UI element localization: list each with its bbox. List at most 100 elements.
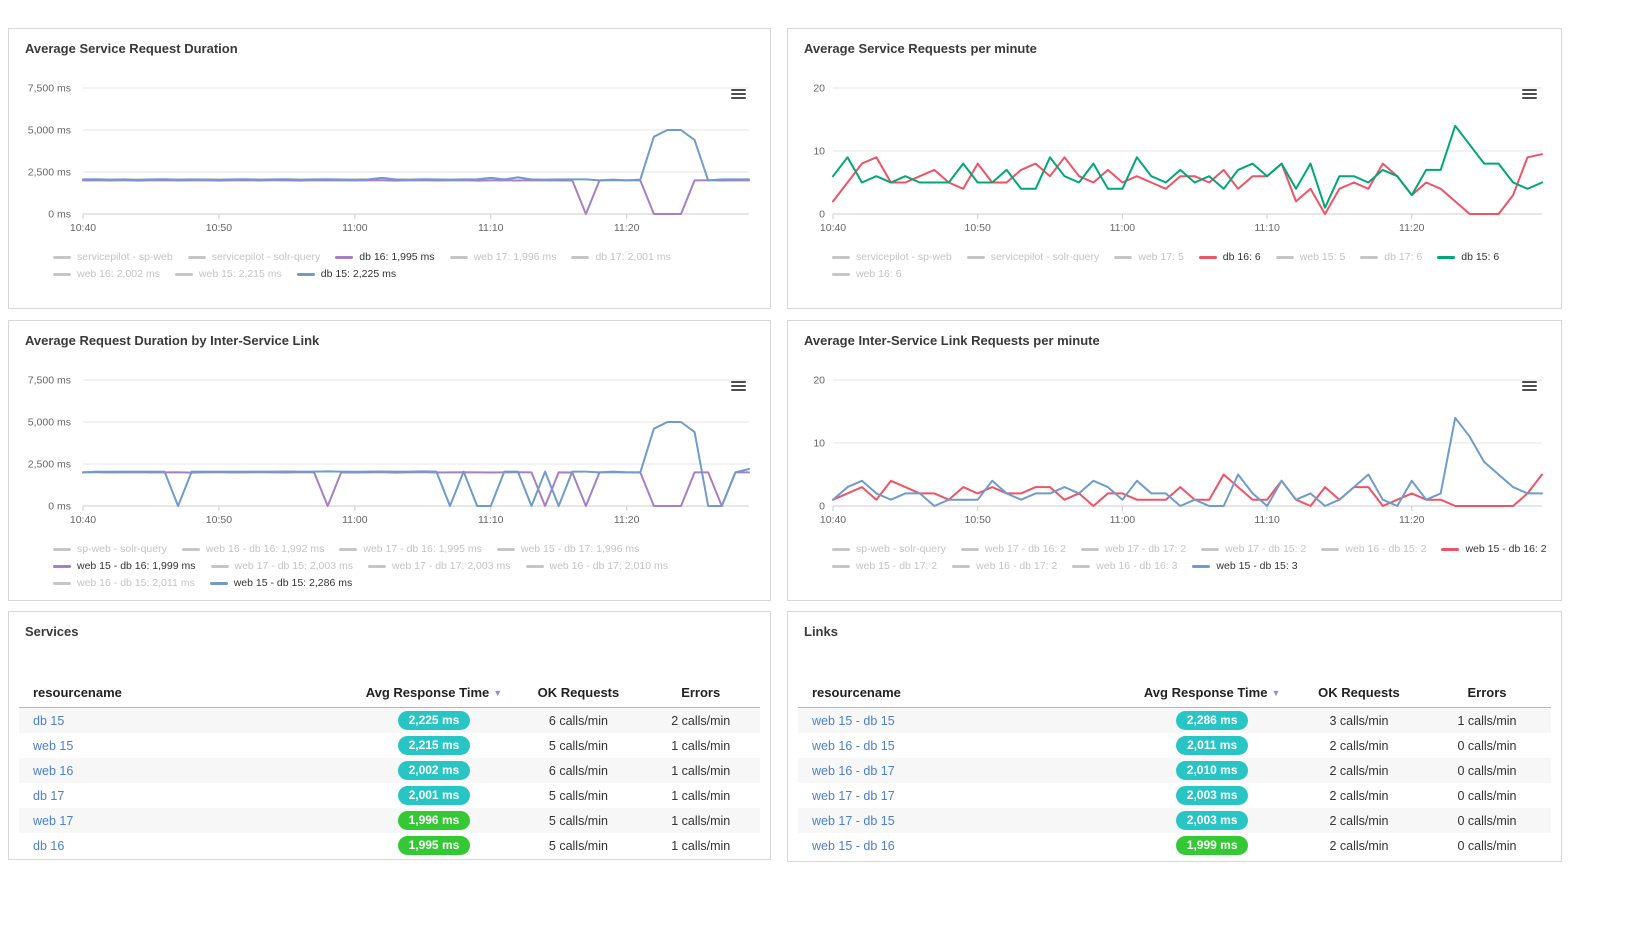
legend-label: db 16: 6 bbox=[1222, 251, 1261, 263]
legend-item-web-15-db-17-2[interactable]: web 15 - db 17: 2 bbox=[832, 559, 937, 573]
response-time-badge: 1,995 ms bbox=[397, 836, 470, 855]
table-header: resourcename Avg Response Time ▼ OK Request… bbox=[798, 678, 1551, 708]
legend-item-db-16-1-995-ms[interactable]: db 16: 1,995 ms bbox=[335, 250, 435, 264]
y-axis-label: 2,500 ms bbox=[28, 459, 71, 471]
legend-swatch bbox=[339, 547, 358, 551]
x-axis-label: 11:10 bbox=[478, 514, 504, 526]
legend-item-web-15-db-17-1-996-ms[interactable]: web 15 - db 17: 1,996 ms bbox=[496, 542, 639, 556]
resource-link[interactable]: web 16 - db 15 bbox=[812, 738, 895, 753]
ok-requests-cell: 3 calls/min bbox=[1294, 707, 1423, 733]
legend-item-web-16-db-15-2[interactable]: web 16 - db 15: 2 bbox=[1321, 542, 1426, 556]
legend-item-servicepilot-sp-web[interactable]: servicepilot - sp-web bbox=[53, 250, 173, 264]
legend-item-web-16-db-16-1-992-ms[interactable]: web 16 - db 16: 1,992 ms bbox=[181, 542, 324, 556]
resource-link[interactable]: web 15 - db 15 bbox=[812, 713, 895, 728]
legend-label: web 15 - db 17: 2 bbox=[856, 560, 938, 572]
legend-item-web-15-db-15-2-286-ms[interactable]: web 15 - db 15: 2,286 ms bbox=[209, 576, 353, 590]
table-row: web 15 2,215 ms 5 calls/min 1 calls/min bbox=[19, 733, 760, 758]
chart-context-menu-icon[interactable] bbox=[1522, 381, 1537, 393]
legend-item-web-16-6[interactable]: web 16: 6 bbox=[832, 267, 902, 281]
legend-item-web-17-db-17-2[interactable]: web 17 - db 17: 2 bbox=[1081, 542, 1186, 556]
table-row: web 16 - db 17 2,010 ms 2 calls/min 0 calls… bbox=[798, 758, 1551, 783]
legend-item-web-17-db-15-2-003-ms[interactable]: web 17 - db 15: 2,003 ms bbox=[210, 559, 353, 573]
legend-item-web-15-5[interactable]: web 15: 5 bbox=[1275, 250, 1345, 264]
column-header-avg-response-time[interactable]: Avg Response Time ▼ bbox=[1129, 678, 1295, 708]
table-header: resourcename Avg Response Time ▼ OK Request… bbox=[19, 678, 760, 708]
legend-item-web-15-db-15-3[interactable]: web 15 - db 15: 3 bbox=[1192, 559, 1298, 573]
chart-context-menu-icon[interactable] bbox=[1522, 89, 1537, 101]
legend-item-web-16-db-16-3[interactable]: web 16 - db 16: 3 bbox=[1072, 559, 1177, 573]
resource-link[interactable]: web 15 - db 16 bbox=[812, 838, 895, 853]
legend-item-web-16-2-002-ms[interactable]: web 16: 2,002 ms bbox=[53, 267, 160, 281]
errors-cell: 1 calls/min bbox=[641, 808, 760, 833]
legend-item-db-17-6[interactable]: db 17: 6 bbox=[1360, 250, 1422, 264]
resource-link[interactable]: web 16 bbox=[33, 763, 74, 778]
column-header-errors[interactable]: Errors bbox=[641, 678, 760, 708]
legend-swatch bbox=[53, 547, 71, 551]
legend-swatch bbox=[368, 564, 386, 568]
legend-item-web-16-db-17-2[interactable]: web 16 - db 17: 2 bbox=[952, 559, 1057, 573]
chart-title: Average Inter-Service Link Requests per … bbox=[804, 333, 1100, 348]
legend-swatch bbox=[1437, 255, 1456, 259]
legend-item-db-16-6[interactable]: db 16: 6 bbox=[1198, 250, 1261, 264]
legend-item-sp-web-solr-query[interactable]: sp-web - solr-query bbox=[53, 542, 167, 556]
resource-link[interactable]: db 17 bbox=[33, 788, 65, 803]
chart-context-menu-icon[interactable] bbox=[731, 381, 746, 393]
ok-requests-cell: 2 calls/min bbox=[1329, 738, 1389, 753]
resource-link[interactable]: web 17 - db 15 bbox=[812, 813, 895, 828]
column-header-errors[interactable]: Errors bbox=[1422, 678, 1551, 708]
resource-cell: web 17 - db 17 bbox=[798, 783, 1129, 808]
legend-item-web-16-db-15-2-011-ms[interactable]: web 16 - db 15: 2,011 ms bbox=[53, 576, 195, 590]
legend-item-db-17-2-001-ms[interactable]: db 17: 2,001 ms bbox=[571, 250, 671, 264]
legend-item-web-15-db-16-1-999-ms[interactable]: web 15 - db 16: 1,999 ms bbox=[53, 559, 196, 573]
resource-link[interactable]: web 16 - db 17 bbox=[812, 763, 895, 778]
x-axis-label: 11:20 bbox=[614, 514, 640, 526]
chart-canvas: 0 10 20 10:40 10:50 11:00 11:10 11:20 bbox=[813, 83, 1543, 234]
x-axis-label: 11:20 bbox=[614, 222, 640, 234]
legend-item-web-15-db-16-2[interactable]: web 15 - db 16: 2 bbox=[1441, 542, 1547, 556]
legend-item-web-17-1-996-ms[interactable]: web 17: 1,996 ms bbox=[449, 250, 556, 264]
resource-link[interactable]: web 15 bbox=[33, 738, 74, 753]
resource-link[interactable]: web 17 - db 17 bbox=[812, 788, 895, 803]
legend-item-servicepilot-solr-query[interactable]: servicepilot - solr-query bbox=[966, 250, 1100, 264]
column-header-avg-response-time[interactable]: Avg Response Time ▼ bbox=[352, 678, 516, 708]
chart-context-menu-icon[interactable] bbox=[731, 89, 746, 101]
legend-label: servicepilot - solr-query bbox=[990, 251, 1100, 263]
legend-item-servicepilot-solr-query[interactable]: servicepilot - solr-query bbox=[187, 250, 320, 264]
legend-swatch bbox=[832, 564, 850, 568]
resource-link[interactable]: db 16 bbox=[33, 838, 65, 853]
table-row: db 16 1,995 ms 5 calls/min 1 calls/min bbox=[19, 833, 760, 858]
column-header-ok-requests[interactable]: OK Requests bbox=[515, 678, 642, 708]
x-axis-label: 11:00 bbox=[342, 514, 368, 526]
legend-item-servicepilot-sp-web[interactable]: servicepilot - sp-web bbox=[832, 250, 952, 264]
legend-item-web-17-5[interactable]: web 17: 5 bbox=[1114, 250, 1184, 264]
legend-item-web-15-2-215-ms[interactable]: web 15: 2,215 ms bbox=[174, 267, 282, 281]
legend-item-db-15-6[interactable]: db 15: 6 bbox=[1437, 250, 1499, 264]
x-axis-label: 11:10 bbox=[1254, 222, 1280, 234]
ok-requests-cell: 2 calls/min bbox=[1294, 758, 1423, 783]
legend-swatch bbox=[1275, 255, 1294, 259]
column-header-ok-requests[interactable]: OK Requests bbox=[1294, 678, 1423, 708]
legend-item-web-17-db-15-2[interactable]: web 17 - db 15: 2 bbox=[1201, 542, 1306, 556]
response-time-badge: 2,002 ms bbox=[397, 761, 470, 780]
legend-label: web 16: 2,002 ms bbox=[77, 268, 160, 280]
x-axis-label: 11:20 bbox=[1399, 514, 1425, 526]
resource-link[interactable]: db 15 bbox=[33, 713, 65, 728]
avg-response-cell: 2,003 ms bbox=[1129, 783, 1295, 808]
legend-label: web 16 - db 16: 3 bbox=[1096, 560, 1178, 572]
resource-link[interactable]: web 17 bbox=[33, 813, 74, 828]
x-axis-label: 10:40 bbox=[70, 222, 96, 234]
column-header-resourcename[interactable]: resourcename bbox=[19, 678, 353, 708]
legend-item-web-17-db-16-2[interactable]: web 17 - db 16: 2 bbox=[960, 542, 1066, 556]
legend-item-sp-web-solr-query[interactable]: sp-web - solr-query bbox=[832, 542, 946, 556]
legend-item-web-17-db-16-1-995-ms[interactable]: web 17 - db 16: 1,995 ms bbox=[339, 542, 482, 556]
legend-item-web-16-db-17-2-010-ms[interactable]: web 16 - db 17: 2,010 ms bbox=[525, 559, 668, 573]
legend-item-web-17-db-17-2-003-ms[interactable]: web 17 - db 17: 2,003 ms bbox=[368, 559, 511, 573]
legend-label: web 15 - db 15: 2,286 ms bbox=[233, 577, 353, 589]
ok-requests-cell: 6 calls/min bbox=[515, 707, 642, 733]
avg-response-cell: 2,011 ms bbox=[1129, 733, 1295, 758]
x-axis-label: 10:40 bbox=[70, 514, 96, 526]
legend-item-db-15-2-225-ms[interactable]: db 15: 2,225 ms bbox=[296, 267, 396, 281]
column-header-resourcename[interactable]: resourcename bbox=[798, 678, 1130, 708]
x-axis-label: 11:10 bbox=[1254, 514, 1280, 526]
